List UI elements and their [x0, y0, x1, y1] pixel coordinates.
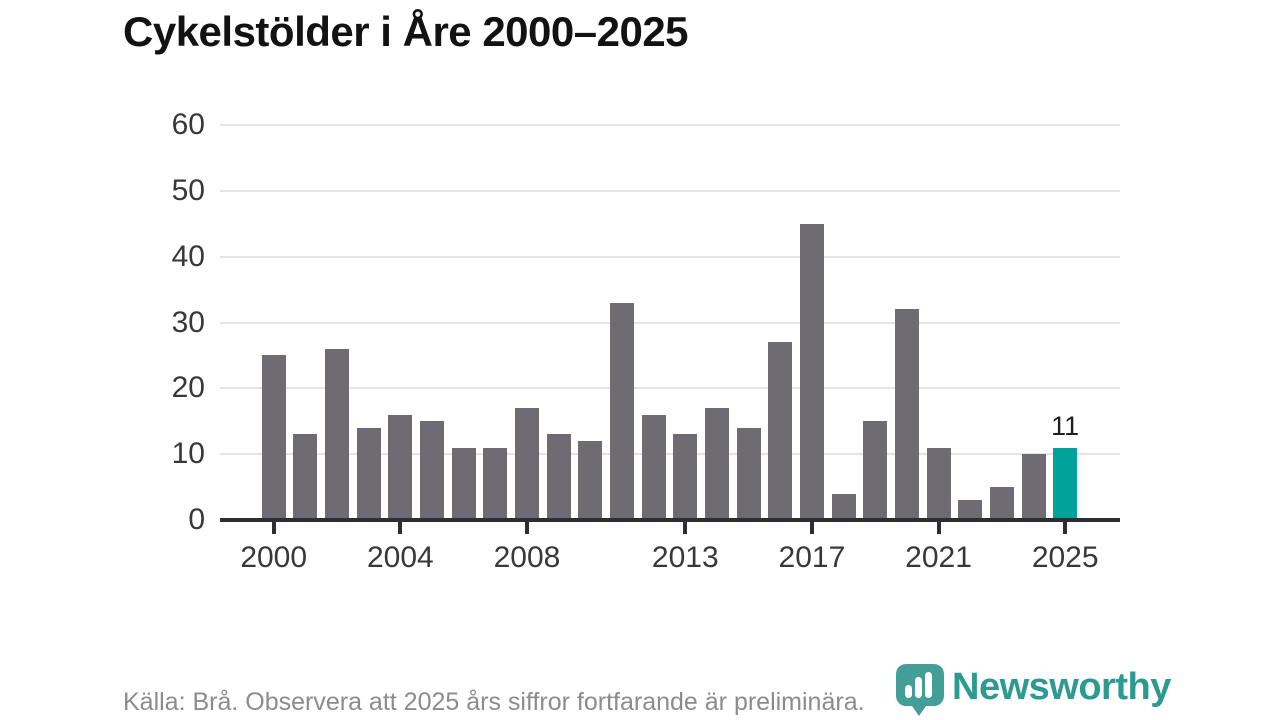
x-axis-tick-2021 — [936, 522, 941, 534]
bar-2019 — [863, 421, 888, 520]
x-axis-tick-2017 — [809, 522, 814, 534]
bar-2004 — [388, 415, 413, 520]
x-axis-tick-2004 — [398, 522, 403, 534]
bar-2011 — [609, 303, 634, 520]
bar-2002 — [325, 349, 350, 520]
y-axis-label: 60 — [171, 108, 205, 141]
gridline-y30 — [220, 321, 1120, 324]
newsworthy-pin-barchart-icon — [896, 664, 944, 716]
x-axis-tick-2000 — [271, 522, 276, 534]
bar-2022 — [958, 500, 983, 520]
y-axis-label: 0 — [188, 503, 205, 536]
bar-2003 — [356, 428, 381, 520]
gridline-y60 — [220, 124, 1120, 126]
bar-2025 — [1053, 448, 1078, 520]
x-axis-tick-2008 — [524, 522, 529, 534]
x-axis-tick-2025 — [1063, 522, 1068, 534]
x-axis-label-2025: 2025 — [1031, 541, 1099, 574]
gridline-y50 — [220, 189, 1120, 192]
bar-2016 — [768, 342, 793, 520]
bar-2015 — [736, 428, 761, 520]
newsworthy-logo: Newsworthy — [896, 664, 1171, 716]
bar-2013 — [673, 434, 698, 520]
gridline-y10 — [220, 453, 1120, 456]
bar-2006 — [451, 448, 476, 520]
x-axis-label-2004: 2004 — [366, 541, 434, 574]
bar-2023 — [989, 487, 1014, 520]
bar-2005 — [420, 421, 444, 520]
bar-2020 — [894, 309, 919, 520]
bar-2018 — [831, 494, 856, 520]
x-axis-label-2013: 2013 — [651, 541, 719, 574]
chart-title: Cykelstölder i Åre 2000–2025 — [123, 8, 689, 55]
bar-2000 — [261, 355, 286, 520]
bar-2021 — [926, 448, 951, 520]
y-axis-label: 40 — [171, 239, 205, 273]
bar-2008 — [514, 408, 539, 520]
y-axis-label: 10 — [171, 437, 205, 471]
source-note: Källa: Brå. Observera att 2025 års siffr… — [123, 688, 865, 716]
bar-2014 — [704, 408, 729, 520]
y-axis-label: 20 — [171, 371, 205, 405]
y-axis-label: 50 — [171, 173, 205, 207]
data-label-2025: 11 — [1051, 410, 1080, 441]
newsworthy-wordmark: Newsworthy — [952, 666, 1171, 708]
bar-2007 — [483, 448, 508, 520]
y-axis-label: 30 — [171, 305, 205, 339]
x-axis-label-2017: 2017 — [778, 541, 846, 574]
bar-2017 — [799, 224, 824, 520]
x-axis-tick-2013 — [683, 522, 688, 534]
bar-2012 — [641, 415, 666, 520]
gridline-y20 — [220, 387, 1120, 390]
bar-2010 — [578, 441, 603, 520]
x-axis-label-2000: 2000 — [240, 541, 308, 574]
bar-2009 — [546, 434, 571, 520]
x-axis-label-2008: 2008 — [493, 541, 561, 574]
bar-2001 — [293, 434, 318, 520]
x-axis-label-2021: 2021 — [905, 541, 972, 574]
bar-2024 — [1021, 454, 1046, 520]
gridline-y40 — [220, 255, 1120, 258]
x-axis-line — [220, 518, 1120, 522]
